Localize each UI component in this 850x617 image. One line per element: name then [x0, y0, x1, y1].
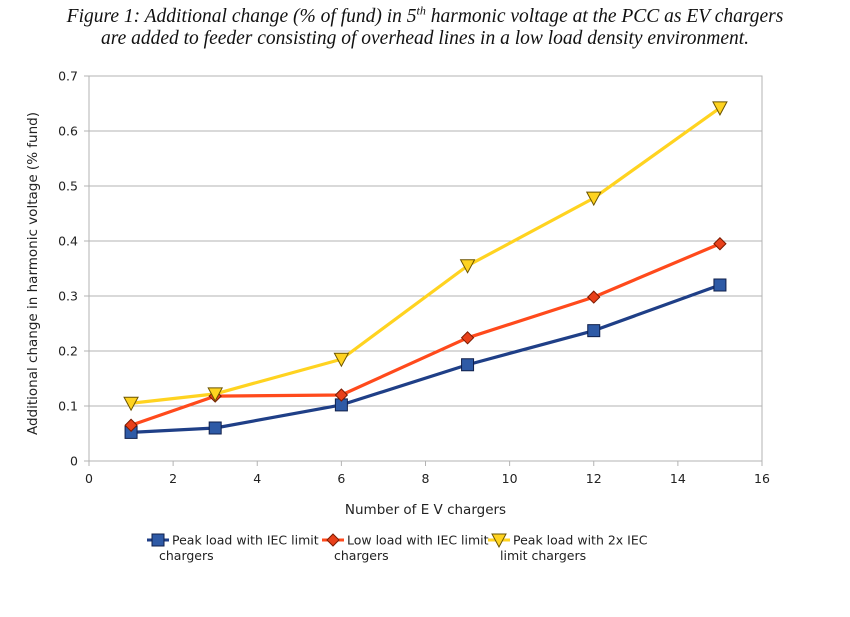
- series-line-1: [130, 283, 721, 434]
- data-point-series-1: [208, 421, 222, 435]
- y-tick-label: 0.3: [58, 289, 78, 304]
- x-axis-title: Number of E V chargers: [345, 502, 506, 518]
- y-tick-label: 0.1: [58, 399, 78, 414]
- legend-marker-3: [491, 533, 507, 549]
- x-tick-label: 8: [422, 471, 430, 486]
- series-line-2: [130, 242, 721, 427]
- figure-caption: Figure 1: Additional change (% of fund) …: [0, 3, 850, 50]
- caption-line-1: Figure 1: Additional change (% of fund) …: [66, 3, 784, 28]
- data-point-series-3: [585, 191, 602, 207]
- legend-label-3-line-2: limit chargers: [500, 548, 586, 563]
- y-axis-title: Additional change in harmonic voltage (%…: [25, 112, 41, 435]
- data-point-series-2: [713, 237, 727, 251]
- data-point-series-2: [334, 388, 349, 402]
- data-point-series-1: [587, 324, 601, 338]
- y-tick-label: 0: [70, 454, 78, 469]
- data-point-series-3: [712, 101, 728, 116]
- data-point-series-3: [333, 352, 350, 368]
- x-tick-label: 2: [169, 471, 177, 486]
- data-point-series-2: [124, 418, 138, 432]
- x-tick-label: 16: [754, 471, 770, 486]
- x-tick-label: 12: [586, 471, 602, 486]
- y-tick-label: 0.6: [58, 124, 78, 139]
- x-tick-label: 4: [253, 471, 261, 486]
- data-point-series-1: [713, 278, 727, 292]
- data-point-series-2: [587, 290, 601, 304]
- data-point-series-1: [461, 358, 475, 372]
- x-tick-label: 10: [502, 471, 518, 486]
- legend-label-1-line-2: chargers: [159, 548, 214, 563]
- data-point-series-3: [459, 259, 476, 274]
- data-point-series-2: [460, 331, 475, 345]
- legend-label-1: Peak load with IEC limit: [172, 533, 319, 548]
- x-tick-label: 0: [85, 471, 93, 486]
- caption-line-2: are added to feeder consisting of overhe…: [100, 28, 750, 49]
- series-line-3: [130, 106, 721, 405]
- legend-marker-1: [151, 533, 165, 547]
- x-tick-label: 14: [670, 471, 686, 486]
- legend-label-2-line-2: chargers: [334, 548, 389, 563]
- y-tick-label: 0.5: [58, 179, 78, 194]
- data-point-series-3: [207, 387, 224, 402]
- y-tick-label: 0.4: [58, 234, 78, 249]
- legend-label-3: Peak load with 2x IEC: [513, 533, 648, 548]
- data-point-series-3: [123, 396, 139, 412]
- legend-marker-2: [326, 533, 340, 547]
- x-tick-label: 6: [337, 471, 345, 486]
- y-tick-label: 0.7: [58, 69, 78, 84]
- y-tick-label: 0.2: [58, 344, 78, 359]
- legend-label-2: Low load with IEC limit: [347, 533, 489, 548]
